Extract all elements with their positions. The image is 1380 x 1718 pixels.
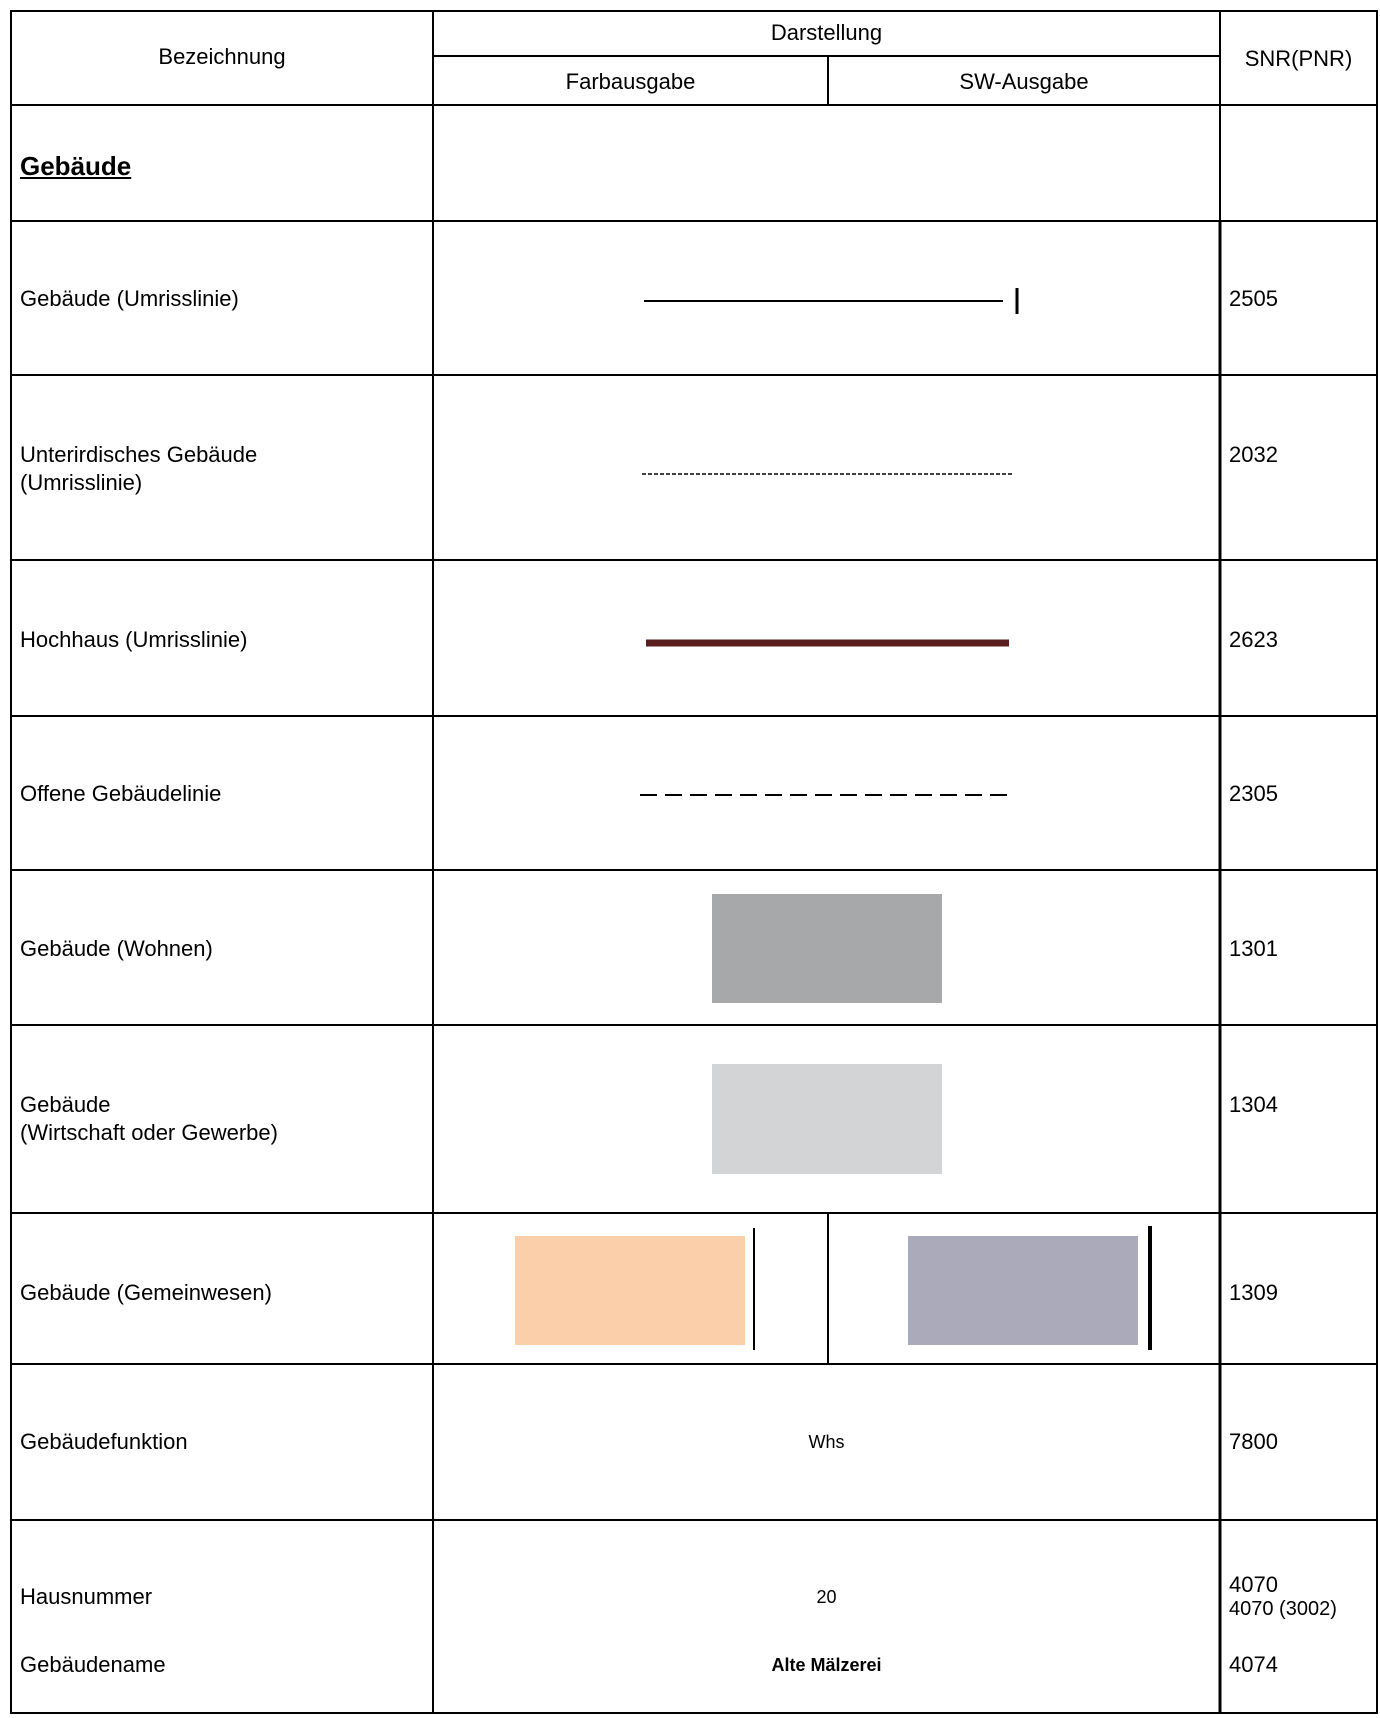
- snr-value: 7800: [1229, 1429, 1278, 1454]
- row-label: Gebäude (Gemeinwesen): [20, 1280, 272, 1305]
- header-sw-ausgabe: SW-Ausgabe: [959, 69, 1089, 94]
- symbol-gemeinwesen-sw-rect: [908, 1236, 1138, 1345]
- snr-value: 2505: [1229, 286, 1278, 311]
- row-label: Hausnummer: [20, 1584, 153, 1609]
- header-darstellung: Darstellung: [770, 20, 883, 45]
- row-label: Hochhaus (Umrisslinie): [20, 627, 248, 652]
- snr-value: 1304: [1229, 1092, 1278, 1117]
- row-label: Gebäude (Umrisslinie): [20, 286, 239, 311]
- row-label: Gebäude (Wohnen): [20, 936, 213, 961]
- row-label: Gebäudename: [20, 1652, 166, 1677]
- symbol-wohnen-rect: [712, 894, 942, 1003]
- snr-value: 1301: [1229, 936, 1278, 961]
- snr-value: 4070: [1229, 1572, 1278, 1597]
- snr-secondary-value: 4070 (3002): [1229, 1598, 1337, 1620]
- row-label: Offene Gebäudelinie: [20, 781, 222, 806]
- row-label: Unterirdisches Gebäude (Umrisslinie): [20, 442, 258, 495]
- sample-gebaeudename: Alte Mälzerei: [771, 1655, 882, 1675]
- header-farbausgabe: Farbausgabe: [565, 69, 696, 94]
- sample-hausnummer: 20: [816, 1587, 837, 1607]
- section-title: Gebäude: [20, 151, 132, 181]
- sample-gebaeudefunktion: Whs: [808, 1432, 845, 1452]
- header-bezeichnung: Bezeichnung: [158, 44, 286, 69]
- table-border: [10, 10, 1378, 1714]
- snr-value: 1309: [1229, 1280, 1278, 1305]
- symbol-gemeinwesen-farbe-rect: [515, 1236, 745, 1345]
- snr-value: 2032: [1229, 442, 1278, 467]
- row-label: Gebäude (Wirtschaft oder Gewerbe): [20, 1092, 278, 1145]
- snr-value: 4074: [1229, 1652, 1278, 1677]
- snr-value: 2623: [1229, 627, 1278, 652]
- symbol-wirtschaft-rect: [712, 1064, 942, 1174]
- header-snr: SNR(PNR): [1244, 46, 1353, 71]
- snr-value: 2305: [1229, 781, 1278, 806]
- row-label: Gebäudefunktion: [20, 1429, 188, 1454]
